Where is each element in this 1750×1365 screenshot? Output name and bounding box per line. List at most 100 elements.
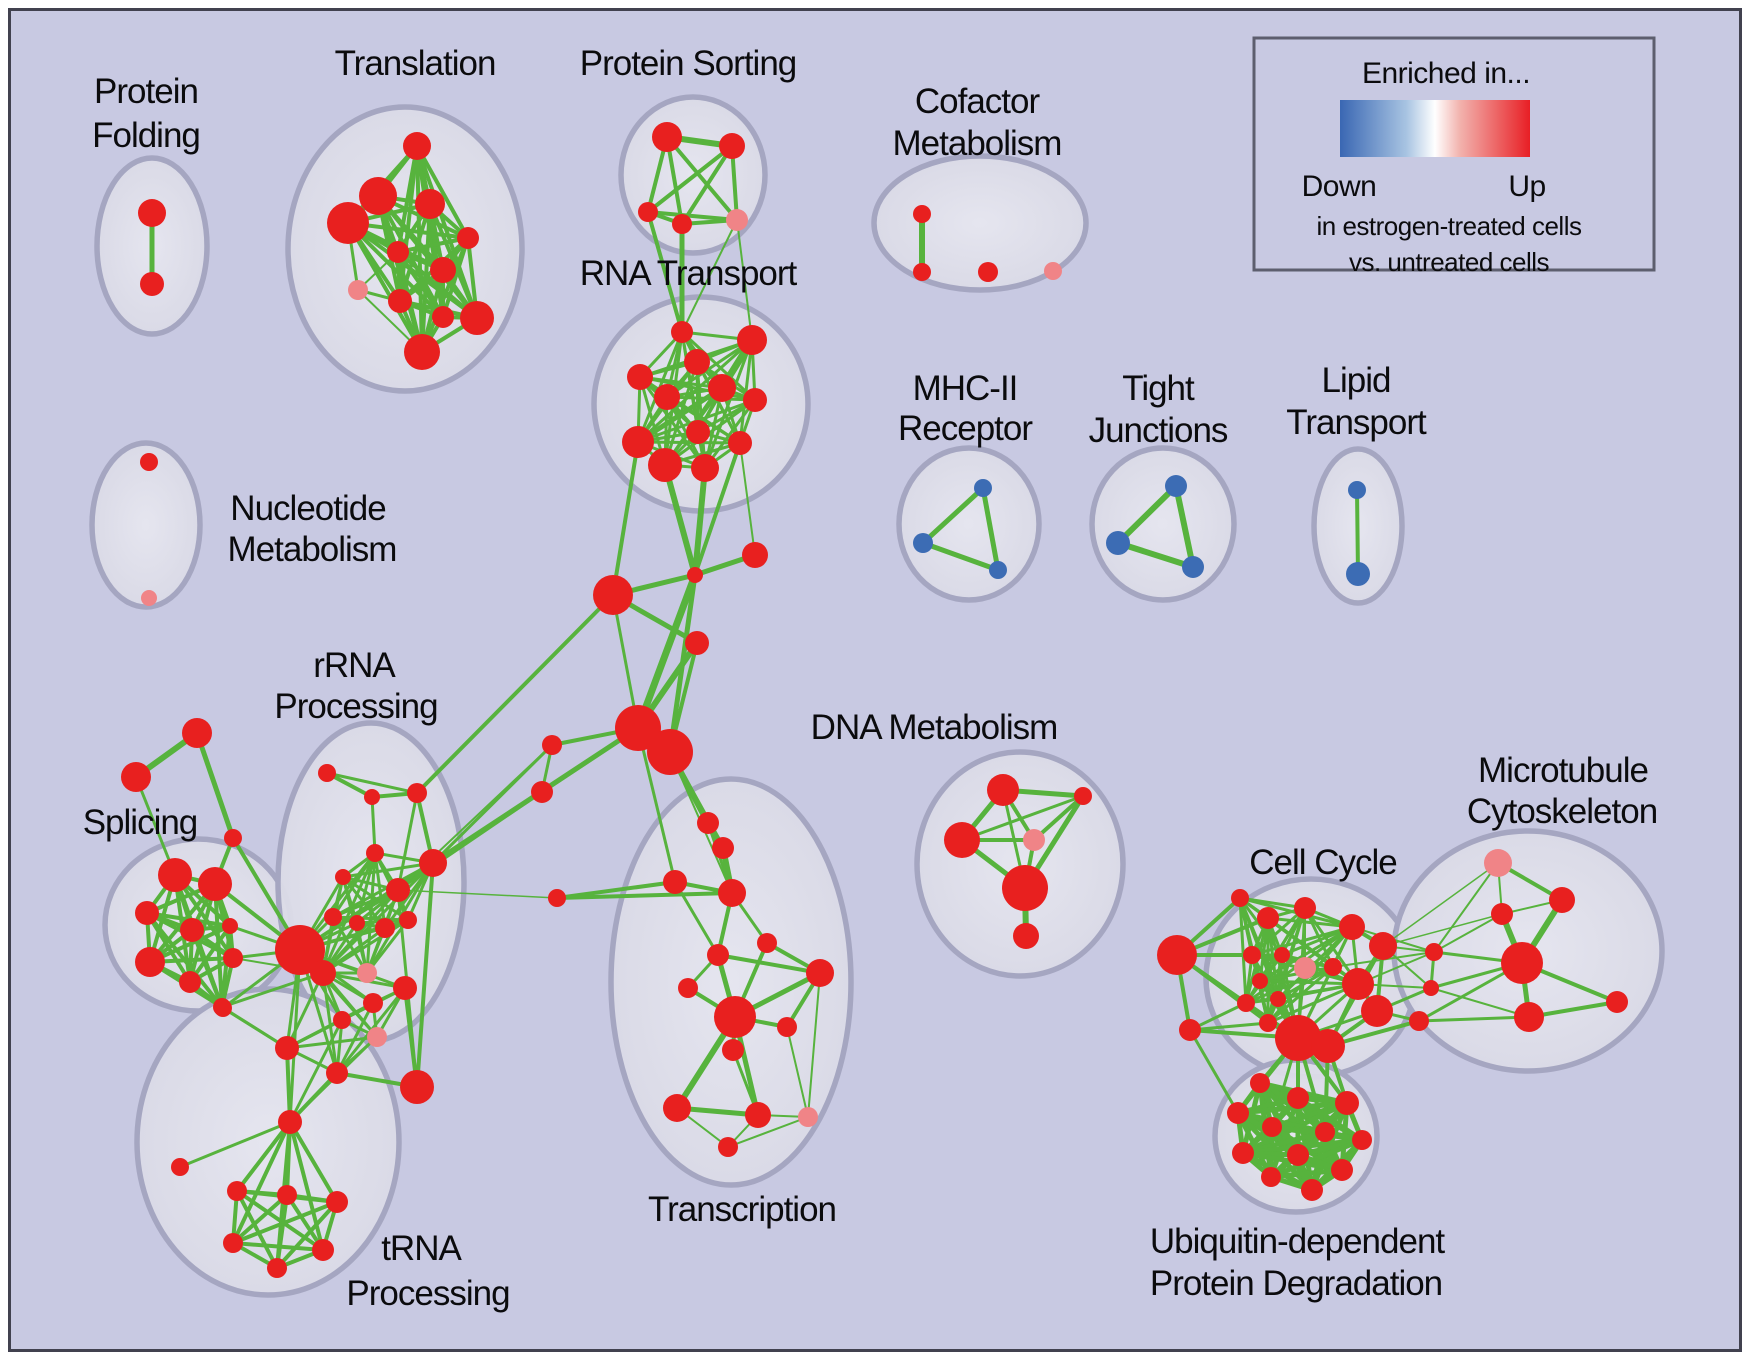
edge (220, 1005, 289, 1050)
node-translation (359, 177, 397, 215)
cluster-label-tight-junctions: Tight (1122, 369, 1195, 408)
edge (1115, 540, 1196, 570)
legend-gradient-bar (1340, 100, 1530, 157)
node-cell-cycle (1294, 957, 1316, 979)
edge (341, 861, 435, 879)
edge (716, 953, 822, 975)
edge (331, 915, 369, 975)
node-rna-transport (671, 321, 693, 343)
node-translation (388, 289, 412, 313)
edge (231, 1120, 292, 1245)
cluster-label-nucleotide-metabolism: Metabolism (228, 530, 397, 569)
edge (1355, 488, 1360, 576)
legend-caption-line1: in estrogen-treated cells (1317, 211, 1582, 241)
edge (275, 1200, 339, 1270)
node-transcription (777, 1017, 797, 1037)
cluster-label-trna-processing: Processing (346, 1274, 509, 1313)
node-rrna-processing (363, 993, 383, 1013)
legend-up-label: Up (1508, 170, 1545, 203)
node-splicing (179, 971, 201, 993)
node-translation (327, 202, 369, 244)
edge (1235, 1100, 1350, 1116)
node-trna-processing (278, 1110, 302, 1134)
edge (325, 771, 419, 795)
edge (665, 135, 739, 222)
edge (681, 219, 738, 333)
edge (285, 971, 325, 1050)
node-trna-processing (326, 1191, 348, 1213)
node-lipid-transport (1348, 481, 1366, 499)
edge (1250, 925, 1354, 957)
node-translation (415, 189, 445, 219)
node-mhc-ii-receptor (989, 561, 1007, 579)
node-splicing (121, 762, 151, 792)
node-trna-processing (267, 1258, 287, 1278)
edge (1266, 982, 1360, 1025)
node-rrna-processing (275, 1036, 299, 1060)
edge (611, 440, 640, 597)
node-cell-cycle (1324, 958, 1342, 976)
node-central-hub (615, 705, 661, 751)
node-ubiquitin-degradation (1331, 1159, 1353, 1181)
node-microtubule-cytoskeleton (1501, 942, 1543, 984)
legend-caption-line2: vs. untreated cells (1349, 247, 1550, 277)
node-translation (348, 280, 368, 300)
node-ubiquitin-degradation (1315, 1122, 1335, 1142)
edge (739, 442, 756, 556)
node-transcription (714, 996, 756, 1038)
node-ubiquitin-degradation (1287, 1087, 1309, 1109)
edge (636, 726, 677, 884)
cluster-label-ubiquitin-degradation: Protein Degradation (1150, 1264, 1442, 1303)
cluster-label-mhc-ii-receptor: MHC-II (913, 369, 1018, 408)
node-rrna-processing (333, 1011, 351, 1029)
node-microtubule-cytoskeleton (1484, 849, 1512, 877)
node-central-hub (647, 729, 693, 775)
node-cell-cycle (1342, 968, 1374, 1000)
edge (738, 338, 754, 445)
node-splicing (222, 918, 238, 934)
edge (288, 1120, 339, 1204)
node-tight-junctions (1182, 556, 1204, 578)
edge (703, 398, 757, 470)
edge (235, 1189, 325, 1252)
edge (555, 891, 734, 900)
edge (1268, 1137, 1365, 1180)
node-microtubule-cytoskeleton (1423, 980, 1439, 996)
node-dna-metabolism (1002, 865, 1048, 911)
node-ubiquitin-degradation (1352, 1130, 1372, 1150)
edge (1188, 1028, 1240, 1115)
legend: Enriched in... Down Up in estrogen-treat… (1252, 36, 1656, 277)
node-microtubule-cytoskeleton (1425, 943, 1443, 961)
cluster-label-microtubule-cytoskeleton: Cytoskeleton (1467, 792, 1657, 831)
node-central-hub (685, 631, 709, 655)
node-transcription (745, 1102, 771, 1128)
cluster-label-mhc-ii-receptor: Receptor (898, 409, 1033, 448)
cluster-label-rrna-processing: rRNA (313, 646, 396, 685)
cluster-label-lipid-transport: Lipid (1322, 361, 1391, 400)
edge (220, 971, 325, 1009)
cluster-label-transcription: Transcription (648, 1190, 836, 1229)
node-cell-cycle (1231, 889, 1249, 907)
node-tight-junctions (1106, 531, 1130, 555)
edge (663, 398, 757, 467)
node-rrna-processing (214, 999, 232, 1017)
edge (275, 1193, 289, 1270)
node-ubiquitin-degradation (1335, 1091, 1359, 1115)
network-nodes-layer (121, 122, 1628, 1278)
node-rrna-processing (349, 915, 365, 931)
node-rrna-processing (318, 764, 336, 782)
node-protein-sorting (672, 214, 692, 234)
node-translation (432, 306, 454, 328)
node-cell-cycle (1237, 994, 1255, 1012)
edge (231, 1241, 325, 1252)
node-mhc-ii-receptor (913, 533, 933, 553)
edge (396, 790, 544, 892)
edge (680, 144, 734, 226)
cluster-label-trna-processing: tRNA (381, 1229, 462, 1268)
edge (680, 330, 757, 402)
node-transcription (757, 933, 777, 953)
node-rna-transport (684, 349, 710, 375)
node-ubiquitin-degradation (1232, 1142, 1254, 1164)
cluster-label-nucleotide-metabolism: Nucleotide (230, 489, 385, 528)
